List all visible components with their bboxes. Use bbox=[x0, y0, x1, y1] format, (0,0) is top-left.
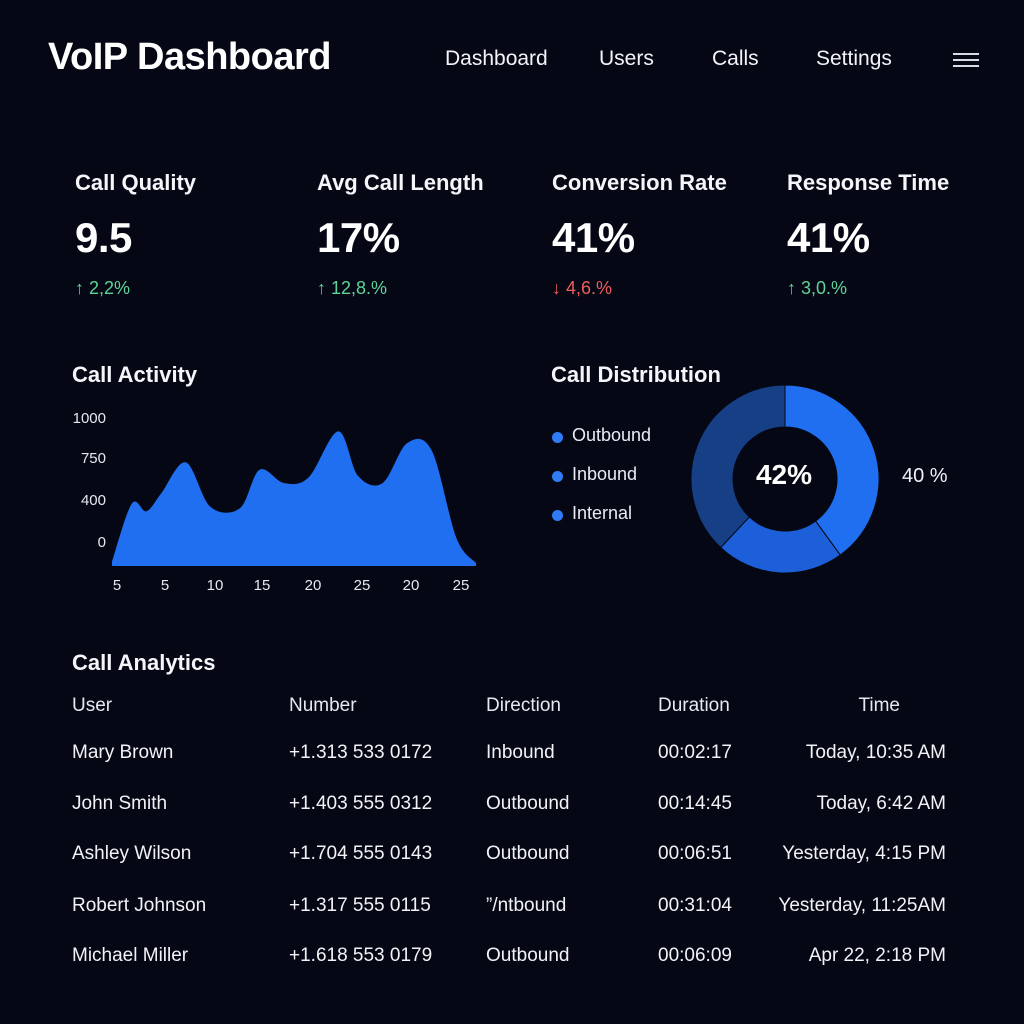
metric-value: 41% bbox=[787, 214, 870, 261]
column-header-duration[interactable]: Duration bbox=[658, 695, 730, 716]
table-row[interactable]: Mary Brown +1.313 533 0172 Inbound 00:02… bbox=[0, 742, 1024, 782]
hamburger-menu-icon[interactable] bbox=[953, 53, 979, 67]
metric-value: 17% bbox=[317, 214, 400, 261]
cell-time: Today, 10:35 AM bbox=[805, 742, 946, 763]
table-row[interactable]: Ashley Wilson +1.704 555 0143 Outbound 0… bbox=[0, 843, 1024, 883]
table-header-row: User Number Direction Duration Time bbox=[0, 695, 1024, 735]
cell-number: +1.403 555 0312 bbox=[289, 793, 433, 814]
cell-user: John Smith bbox=[72, 793, 168, 814]
y-tick-label: 750 bbox=[81, 450, 106, 467]
x-tick-label: 5 bbox=[161, 577, 169, 594]
metric-avg-call-length: Avg Call Length 17% ↑ 12,8.% bbox=[317, 170, 547, 299]
arrow-down-icon: ↓ bbox=[552, 278, 561, 298]
donut-side-label: 40 % bbox=[902, 465, 948, 487]
metric-label: Avg Call Length bbox=[317, 170, 484, 195]
cell-duration: 00:06:09 bbox=[658, 945, 732, 966]
cell-user: Mary Brown bbox=[72, 742, 174, 763]
legend-dot bbox=[552, 432, 563, 443]
cell-number: +1.317 555 0115 bbox=[289, 895, 431, 916]
metric-call-quality: Call Quality 9.5 ↑ 2,2% bbox=[75, 170, 305, 299]
metric-label: Call Quality bbox=[75, 170, 197, 195]
cell-time: Yesterday, 4:15 PM bbox=[782, 843, 946, 864]
metric-value: 9.5 bbox=[75, 214, 132, 261]
x-tick-label: 25 bbox=[354, 577, 371, 594]
donut-center-label: 42% bbox=[755, 459, 813, 490]
arrow-up-icon: ↑ bbox=[75, 278, 84, 298]
cell-duration: 00:06:51 bbox=[658, 843, 732, 864]
call-activity-area bbox=[112, 431, 476, 566]
donut-slice-outbound[interactable] bbox=[784, 384, 880, 556]
cell-number: +1.704 555 0143 bbox=[289, 843, 433, 864]
metric-change: ↑ 3,0.% bbox=[787, 278, 848, 298]
cell-user: Michael Miller bbox=[72, 945, 189, 966]
arrow-up-icon: ↑ bbox=[317, 278, 326, 298]
cell-number: +1.313 533 0172 bbox=[289, 742, 433, 763]
cell-time: Yesterday, 11:25AM bbox=[778, 895, 946, 916]
metric-change: ↑ 2,2% bbox=[75, 278, 131, 298]
cell-user: Robert Johnson bbox=[72, 895, 207, 916]
cell-duration: 00:14:45 bbox=[658, 793, 732, 814]
metric-change: ↑ 12,8.% bbox=[317, 278, 388, 298]
cell-user: Ashley Wilson bbox=[72, 843, 192, 864]
column-header-user[interactable]: User bbox=[72, 695, 113, 716]
nav-users[interactable]: Users bbox=[599, 47, 654, 70]
cell-duration: 00:31:04 bbox=[658, 895, 732, 916]
x-tick-label: 20 bbox=[305, 577, 322, 594]
cell-number: +1.618 553 0179 bbox=[289, 945, 433, 966]
legend-dot bbox=[552, 510, 563, 521]
donut-slice-internal[interactable] bbox=[690, 384, 786, 549]
x-tick-label: 10 bbox=[207, 577, 224, 594]
column-header-number[interactable]: Number bbox=[289, 695, 357, 716]
x-tick-label: 5 bbox=[113, 577, 121, 594]
donut-slice-inbound[interactable] bbox=[719, 516, 841, 574]
nav-calls[interactable]: Calls bbox=[712, 47, 759, 70]
nav-settings[interactable]: Settings bbox=[816, 47, 892, 70]
y-tick-label: 1000 bbox=[73, 410, 106, 427]
x-tick-label: 15 bbox=[254, 577, 271, 594]
x-tick-label: 25 bbox=[453, 577, 470, 594]
cell-time: Today, 6:42 AM bbox=[816, 793, 946, 814]
metric-change: ↓ 4,6.% bbox=[552, 278, 613, 298]
legend-dot bbox=[552, 471, 563, 482]
call-activity-title: Call Activity bbox=[72, 362, 198, 387]
y-tick-label: 0 bbox=[98, 534, 106, 551]
x-tick-label: 20 bbox=[403, 577, 420, 594]
call-distribution-title: Call Distribution bbox=[551, 362, 721, 387]
header: VoIP Dashboard Dashboard Users Calls Set… bbox=[0, 0, 1024, 120]
call-distribution-donut bbox=[690, 384, 880, 574]
cell-direction: ”/ntbound bbox=[486, 895, 567, 916]
metric-label: Conversion Rate bbox=[552, 170, 727, 195]
call-analytics-title: Call Analytics bbox=[72, 650, 216, 675]
cell-direction: Outbound bbox=[486, 793, 570, 814]
legend-label: Inbound bbox=[572, 464, 638, 484]
cell-direction: Inbound bbox=[486, 742, 555, 763]
cell-duration: 00:02:17 bbox=[658, 742, 732, 763]
arrow-up-icon: ↑ bbox=[787, 278, 796, 298]
table-row[interactable]: John Smith +1.403 555 0312 Outbound 00:1… bbox=[0, 793, 1024, 833]
table-row[interactable]: Michael Miller +1.618 553 0179 Outbound … bbox=[0, 945, 1024, 985]
column-header-direction[interactable]: Direction bbox=[486, 695, 561, 716]
legend-label: Internal bbox=[572, 503, 633, 523]
metric-value: 41% bbox=[552, 214, 635, 261]
y-tick-label: 400 bbox=[81, 492, 106, 509]
cell-direction: Outbound bbox=[486, 843, 570, 864]
app-title: VoIP Dashboard bbox=[48, 36, 332, 78]
call-activity-chart: 1000 750 400 0 5 5 10 15 20 25 20 25 bbox=[73, 410, 476, 594]
metric-label: Response Time bbox=[787, 170, 950, 195]
legend-label: Outbound bbox=[572, 425, 652, 445]
metric-response-time: Response Time 41% ↑ 3,0.% bbox=[787, 170, 1017, 299]
metric-conversion-rate: Conversion Rate 41% ↓ 4,6.% bbox=[552, 170, 782, 299]
cell-direction: Outbound bbox=[486, 945, 570, 966]
column-header-time[interactable]: Time bbox=[858, 695, 900, 716]
table-row[interactable]: Robert Johnson +1.317 555 0115 ”/ntbound… bbox=[0, 895, 1024, 935]
nav-dashboard[interactable]: Dashboard bbox=[445, 47, 548, 70]
cell-time: Apr 22, 2:18 PM bbox=[808, 945, 946, 966]
